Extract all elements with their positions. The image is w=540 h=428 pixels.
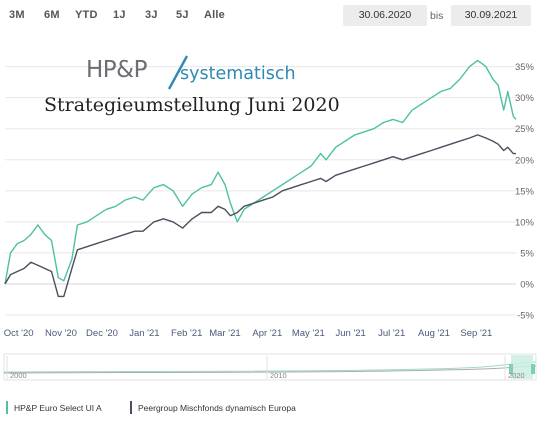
- logo-caption: Strategieumstellung Juni 2020: [44, 94, 340, 116]
- series-lines: [4, 59, 517, 298]
- date-to-input[interactable]: 30.09.2021: [451, 5, 531, 26]
- navigator-year-label: 2000: [10, 371, 27, 380]
- x-tick-label: Jan '21: [129, 328, 159, 339]
- range-3m-button[interactable]: 3M: [9, 9, 25, 21]
- x-tick-label: Feb '21: [171, 328, 202, 339]
- hpp-logo: HP&P systematisch Strategieumstellung Ju…: [44, 55, 340, 122]
- x-tick-label: Aug '21: [418, 328, 450, 339]
- navigator-peer-line: [3, 365, 537, 374]
- navigator-handle-left[interactable]: [509, 364, 513, 374]
- logo-brand: HP&P: [86, 57, 147, 83]
- range-ytd-button[interactable]: YTD: [75, 9, 98, 21]
- x-axis: Oct '20 Nov '20 Dec '20 Jan '21 Feb '21 Mar '…: [4, 328, 493, 339]
- logo-slash-icon: [167, 55, 189, 90]
- navigator-selection[interactable]: [511, 355, 533, 379]
- y-tick-label: 35%: [515, 62, 535, 73]
- date-separator: bis: [430, 10, 444, 22]
- y-tick-label: 10%: [515, 217, 535, 228]
- legend-fund-swatch: [6, 401, 8, 414]
- navigator-year-label: 2010: [270, 371, 287, 380]
- navigator-year-label: 2020: [508, 371, 525, 380]
- range-alle-button[interactable]: Alle: [204, 9, 225, 21]
- legend-fund-label: HP&P Euro Select UI A: [14, 403, 102, 413]
- logo-subtitle: systematisch: [180, 64, 296, 84]
- x-tick-label: Oct '20: [4, 328, 34, 339]
- range-1j-button[interactable]: 1J: [113, 9, 126, 21]
- navigator-handle-right[interactable]: [531, 364, 535, 374]
- navigator-fund-line: [3, 361, 537, 373]
- x-tick-label: Nov '20: [45, 328, 77, 339]
- y-tick-label: 20%: [515, 155, 535, 166]
- navigator-frame: [3, 353, 537, 381]
- y-axis: 35% 30% 25% 20% 15% 10% 5% 0% -5%: [515, 62, 535, 321]
- y-tick-label: -5%: [517, 311, 534, 322]
- y-tick-label: 25%: [515, 124, 535, 135]
- range-6m-button[interactable]: 6M: [44, 9, 60, 21]
- legend-item-peer[interactable]: Peergroup Mischfonds dynamisch Europa: [130, 401, 296, 414]
- x-tick-label: Jun '21: [336, 328, 366, 339]
- x-tick-label: Apr '21: [252, 328, 282, 339]
- x-tick-label: May '21: [292, 328, 325, 339]
- range-selector: 3M 6M YTD 1J 3J 5J Alle 30.06.2020 bis 3…: [0, 0, 540, 34]
- x-tick-label: Dec '20: [86, 328, 118, 339]
- legend-peer-label: Peergroup Mischfonds dynamisch Europa: [138, 403, 296, 413]
- y-tick-label: 15%: [515, 186, 535, 197]
- range-3j-button[interactable]: 3J: [145, 9, 158, 21]
- y-tick-label: 30%: [515, 93, 535, 104]
- y-tick-label: 5%: [520, 248, 534, 259]
- chart-area: 35% 30% 25% 20% 15% 10% 5% 0% -5% Oct '20 Nov '20…: [3, 59, 537, 381]
- grid: [5, 66, 516, 316]
- x-tick-label: Sep '21: [460, 328, 492, 339]
- navigator[interactable]: 2000 2010 2020: [3, 353, 537, 381]
- x-tick-label: Mar '21: [209, 328, 240, 339]
- peer-series-line: [4, 134, 516, 298]
- date-from-input[interactable]: 30.06.2020: [343, 5, 427, 26]
- legend-item-fund[interactable]: HP&P Euro Select UI A: [6, 401, 102, 414]
- x-tick-label: Jul '21: [378, 328, 405, 339]
- y-tick-label: 0%: [520, 279, 534, 290]
- legend-peer-swatch: [130, 401, 132, 414]
- range-5j-button[interactable]: 5J: [176, 9, 189, 21]
